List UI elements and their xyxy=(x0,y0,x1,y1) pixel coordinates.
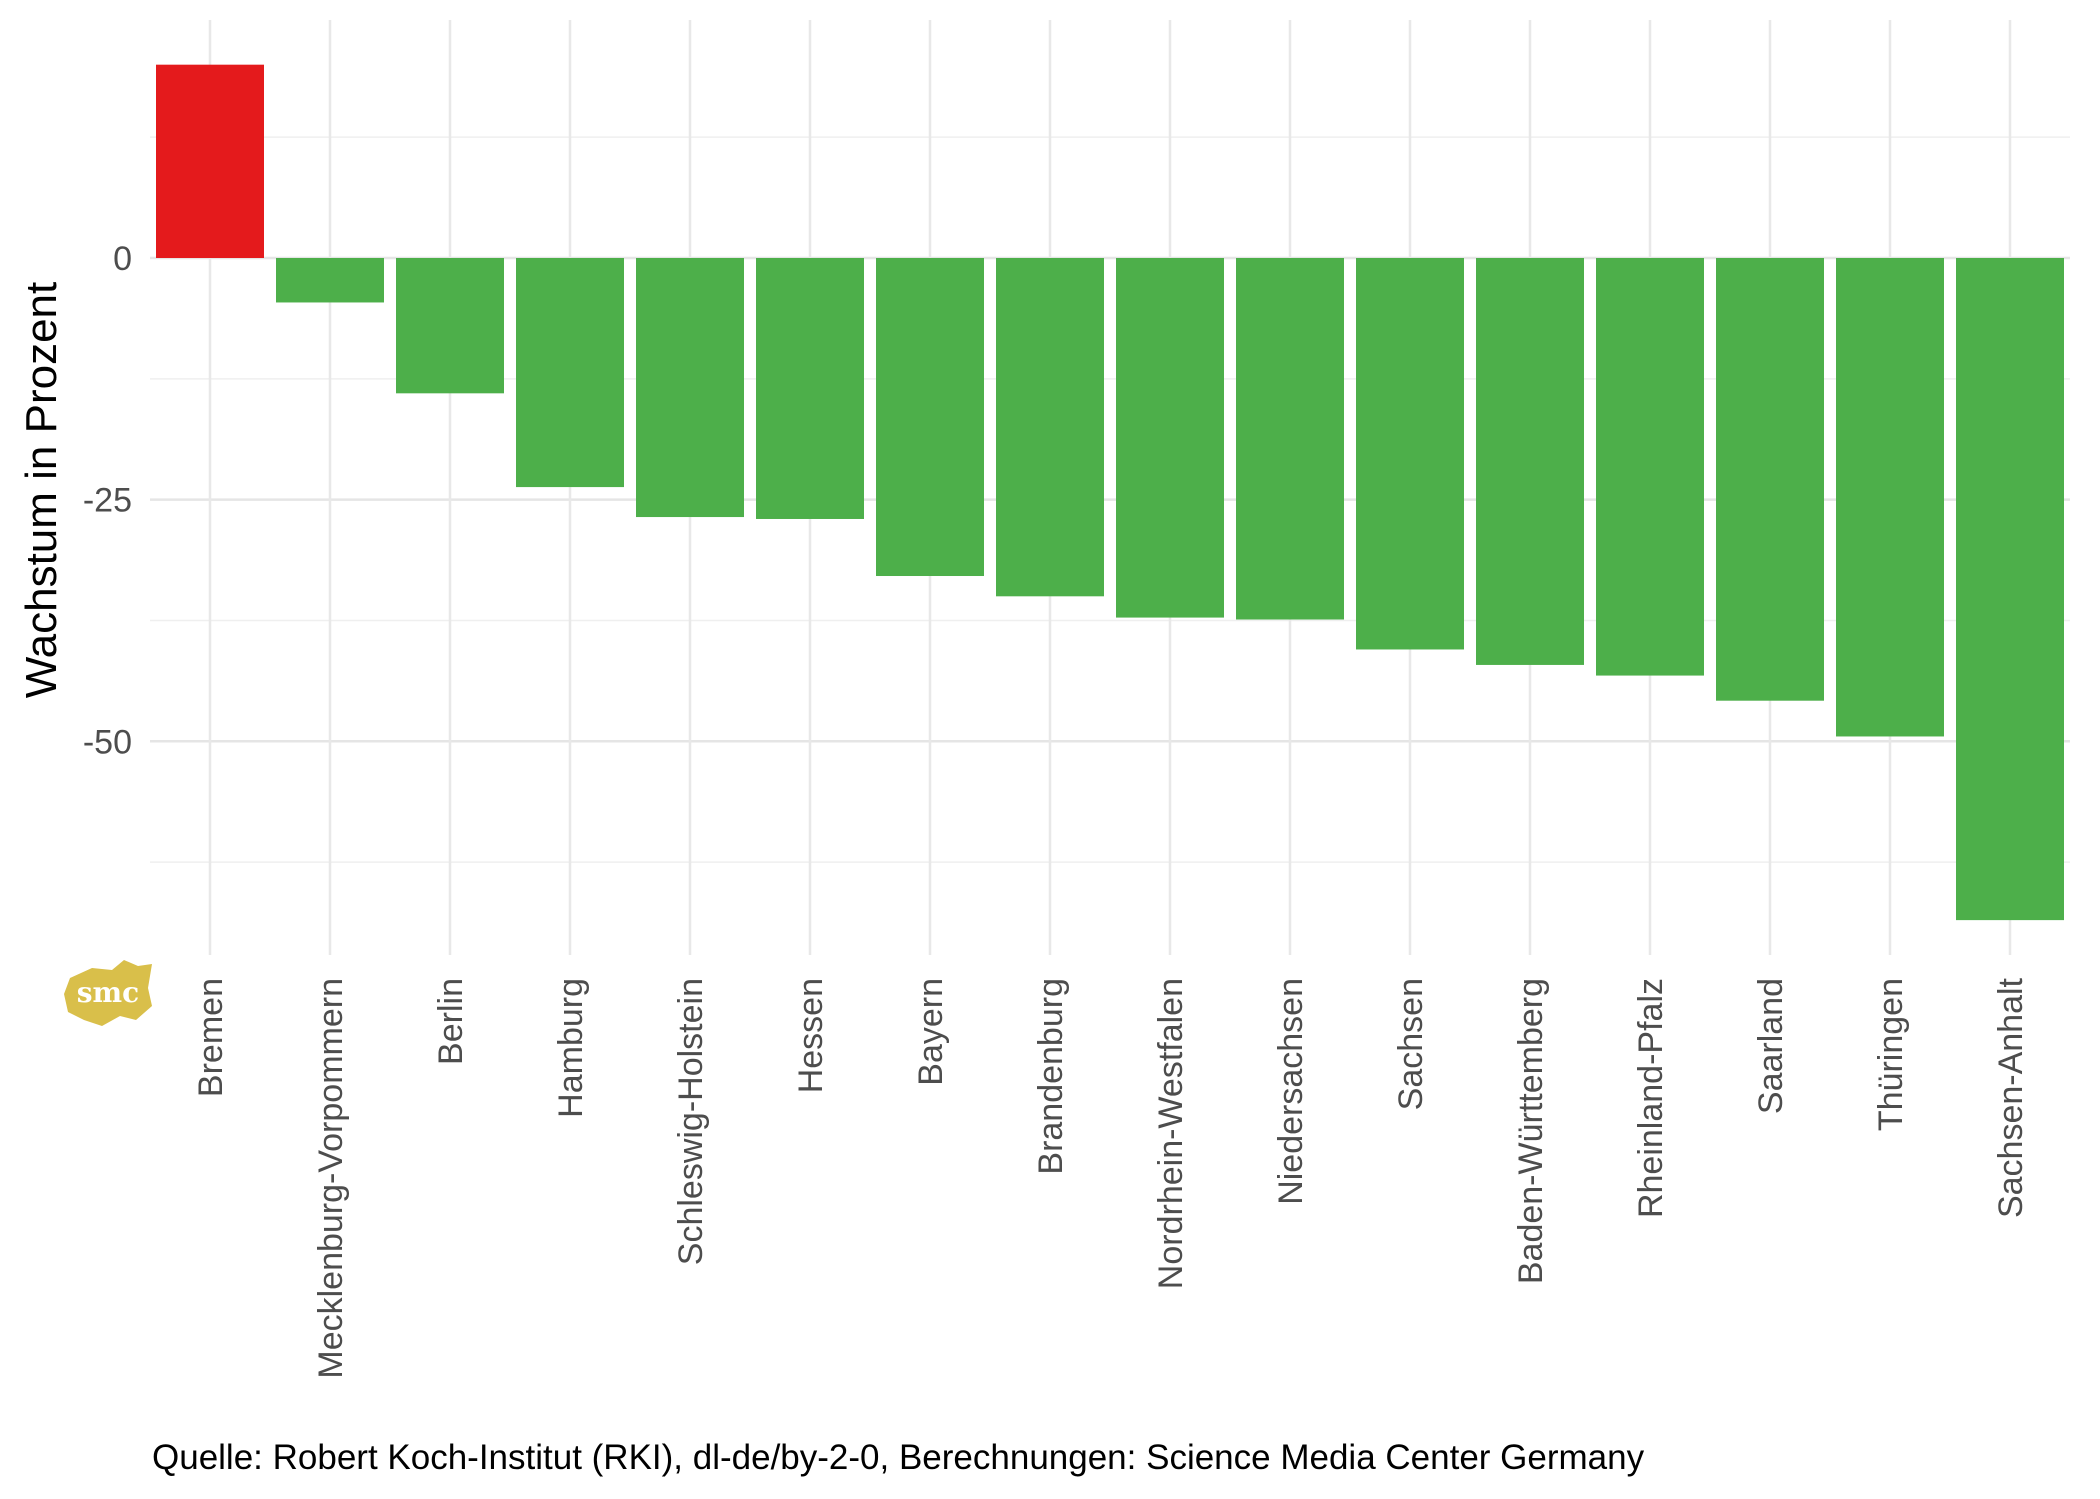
bar-niedersachsen xyxy=(1236,258,1344,620)
bar-sachsen-anhalt xyxy=(1956,258,2064,921)
bar-berlin xyxy=(396,258,504,394)
x-tick-label: Sachsen xyxy=(1392,978,1430,1110)
bar-bremen xyxy=(156,64,264,259)
smc-logo: smc xyxy=(64,960,152,1026)
bar-hessen xyxy=(756,258,864,519)
x-tick-label: Nordrhein-Westfalen xyxy=(1152,978,1190,1289)
bar-hamburg xyxy=(516,258,624,488)
x-tick-label: Thüringen xyxy=(1872,978,1910,1131)
bar-brandenburg xyxy=(996,258,1104,597)
bar-bayern xyxy=(876,258,984,577)
x-axis-ticks: Bremen Mecklenburg-Vorpommern Berlin Hambur… xyxy=(192,977,2030,1378)
x-tick-label: Mecklenburg-Vorpommern xyxy=(312,978,350,1379)
y-axis-label: Wachstum in Prozent xyxy=(17,282,66,699)
y-axis-ticks: 0 -25 -50 xyxy=(83,240,132,761)
y-tick-label: -25 xyxy=(83,482,132,520)
x-tick-label: Hamburg xyxy=(552,978,590,1118)
x-tick-label: Bremen xyxy=(192,978,230,1097)
bar-saarland xyxy=(1716,258,1824,701)
bar-baden-w-rttemberg xyxy=(1476,258,1584,665)
bars xyxy=(156,64,2064,921)
y-tick-label: -50 xyxy=(83,723,132,761)
bar-mecklenburg-vorpommern xyxy=(276,258,384,303)
x-tick-label: Baden-Württemberg xyxy=(1512,978,1550,1284)
bar-nordrhein-westfalen xyxy=(1116,258,1224,618)
bar-th-ringen xyxy=(1836,258,1944,737)
x-tick-label: Brandenburg xyxy=(1032,978,1070,1175)
x-tick-label: Hessen xyxy=(792,978,830,1093)
y-tick-label: 0 xyxy=(113,240,132,278)
bar-rheinland-pfalz xyxy=(1596,258,1704,676)
smc-logo-shape xyxy=(64,960,152,1026)
x-tick-label: Schleswig-Holstein xyxy=(672,978,710,1265)
source-caption: Quelle: Robert Koch-Institut (RKI), dl-d… xyxy=(152,1438,1645,1477)
bar-sachsen xyxy=(1356,258,1464,650)
x-tick-label: Rheinland-Pfalz xyxy=(1632,978,1670,1218)
smc-logo-text: smc xyxy=(77,976,139,1009)
x-tick-label: Saarland xyxy=(1752,978,1790,1114)
bar-schleswig-holstein xyxy=(636,258,744,518)
x-tick-label: Niedersachsen xyxy=(1272,978,1310,1205)
x-tick-label: Bayern xyxy=(912,978,950,1086)
x-tick-label: Berlin xyxy=(432,978,470,1065)
x-tick-label: Sachsen-Anhalt xyxy=(1992,977,2030,1218)
